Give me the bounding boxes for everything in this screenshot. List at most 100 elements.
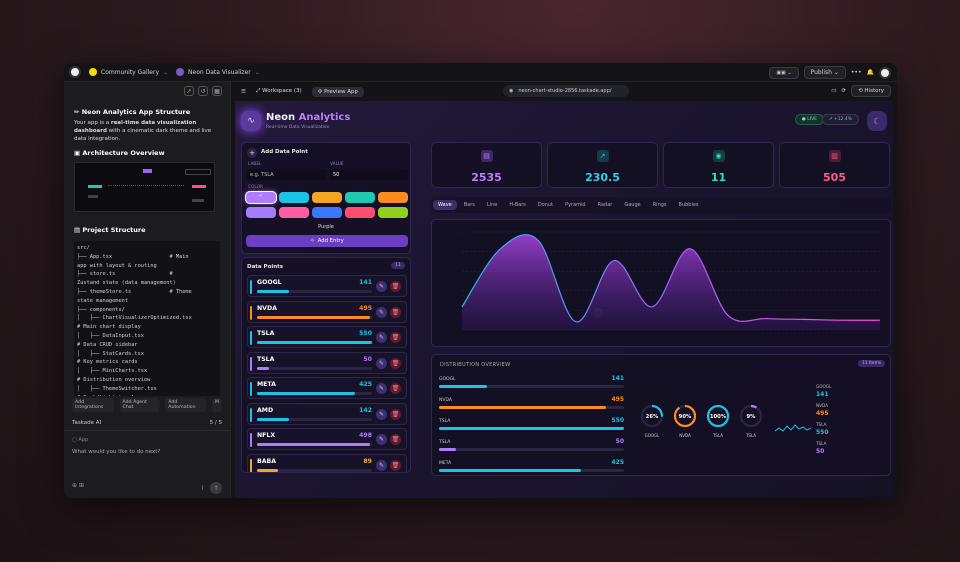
row-bar (257, 315, 372, 319)
chip-add-agent-chat[interactable]: Add Agent Chat (119, 398, 160, 412)
chart-tab[interactable]: Radar (597, 202, 613, 208)
chart-tab[interactable]: Pyramid (565, 202, 586, 208)
color-swatch[interactable] (378, 192, 408, 203)
chart-tab[interactable]: Rings (652, 202, 667, 208)
attach-icon[interactable]: ⊕ ⊞ (72, 482, 84, 489)
bar-chart-icon: ▥ (828, 150, 841, 162)
trash-icon[interactable]: 🗑 (390, 306, 401, 318)
layout-icon[interactable]: ▦ (212, 86, 222, 96)
send-button[interactable]: ↑ (210, 482, 222, 494)
history-button[interactable]: ⟲ History (851, 85, 891, 97)
bell-icon[interactable]: 🔔 (866, 69, 874, 76)
dist-value: 50 (615, 438, 624, 445)
more-icon[interactable]: ••• (850, 69, 862, 76)
architecture-heading: ▣ Architecture Overview (74, 149, 165, 157)
prompt-input[interactable]: What would you like to do next? (72, 449, 161, 455)
integrations-icon[interactable]: ▣▣ ⌄ (769, 66, 799, 79)
chart-tab[interactable]: Bars (463, 202, 475, 208)
share-icon[interactable]: ↗ (184, 86, 194, 96)
data-point-row: BABA 89 ✎ 🗑 (247, 453, 407, 472)
color-swatch[interactable] (378, 207, 408, 218)
intro-text: Your app is a real-time data visualizati… (74, 120, 212, 142)
color-swatch[interactable] (345, 192, 375, 203)
chart-tab[interactable]: Bubbles (678, 202, 699, 208)
edit-icon[interactable]: ✎ (376, 281, 387, 292)
gallery-selector[interactable]: Community Gallery ⌄ (89, 68, 168, 76)
main-chart (431, 219, 891, 347)
trash-icon[interactable]: 🗑 (390, 281, 401, 292)
user-avatar[interactable] (69, 66, 81, 78)
menu-icon[interactable]: ☰ (241, 88, 246, 95)
wave-area (462, 234, 880, 330)
clip-icon[interactable]: ⌇ (201, 484, 204, 492)
preview-pane: ☰ ⤢ Workspace (3) ✣ Preview App ◉ neon-ch… (231, 82, 897, 498)
edit-icon[interactable]: ✎ (376, 383, 387, 394)
row-bar (257, 392, 372, 395)
edit-icon[interactable]: ✎ (376, 459, 387, 471)
color-swatch[interactable] (312, 207, 342, 218)
color-swatch[interactable] (279, 207, 309, 218)
neon-app: ∿ Neon Analytics Real-time Data Visualiz… (235, 101, 893, 498)
row-accent (250, 331, 252, 345)
monitor-icon[interactable]: ▭ (831, 88, 837, 94)
history-icon[interactable]: ↺ (198, 86, 208, 96)
chart-tab[interactable]: Line (486, 202, 498, 208)
taskade-ai-label: Taskade AI (72, 420, 102, 426)
trash-icon[interactable]: 🗑 (390, 434, 401, 445)
color-swatch[interactable]: ✓ (246, 192, 276, 203)
chart-tab[interactable]: Gauge (624, 202, 641, 208)
moon-icon[interactable]: ☾ (867, 111, 887, 131)
chart-tab[interactable]: Wave (433, 200, 457, 210)
refresh-icon[interactable]: ⟳ (841, 88, 847, 94)
trash-icon[interactable]: 🗑 (390, 459, 401, 471)
architecture-thumbnail[interactable] (74, 162, 215, 212)
chip-add-automation[interactable]: Add Automation (165, 398, 206, 412)
chat-panel: ↗ ↺ ▦ ✏ Neon Analytics App Structure You… (64, 82, 231, 498)
color-swatch[interactable] (279, 192, 309, 203)
chart-tab[interactable]: Donut (537, 202, 554, 208)
url-bar[interactable]: ◉ neon-chart-studio-2856.taskade.app/ (503, 85, 629, 97)
legend-value: 550 (816, 429, 829, 436)
edit-icon[interactable]: ✎ (376, 306, 387, 318)
edit-icon[interactable]: ✎ (376, 408, 387, 420)
chip-more[interactable]: M (211, 398, 222, 412)
chip-add-integrations[interactable]: Add Integrations (72, 398, 114, 412)
pulse-icon: ∿ (241, 111, 261, 131)
svg-text:100%: 100% (710, 414, 727, 420)
chevron-down-icon: ⌄ (254, 68, 260, 76)
distribution-title: DISTRIBUTION OVERVIEW (440, 362, 511, 368)
legend-label: GOOGL (816, 384, 832, 389)
trash-icon[interactable]: 🗑 (390, 357, 401, 369)
data-point-row: GOOGL 141 ✎ 🗑 (247, 275, 407, 297)
stat-value: 230.5 (585, 171, 620, 184)
label-input[interactable]: e.g. TSLA (246, 169, 326, 180)
color-swatch[interactable] (312, 192, 342, 203)
app-context[interactable]: ▢ App (72, 437, 89, 443)
value-input[interactable]: 50 (329, 169, 408, 180)
row-label: NFLX (257, 432, 276, 439)
edit-icon[interactable]: ✎ (376, 332, 387, 343)
row-bar (257, 443, 372, 446)
color-swatch[interactable] (345, 207, 375, 218)
color-swatch[interactable] (246, 207, 276, 218)
distribution-row: NVDA 495 (439, 396, 624, 410)
svg-text:26%: 26% (646, 414, 659, 420)
edit-icon[interactable]: ✎ (376, 434, 387, 445)
live-badge: ● LIVE (794, 114, 824, 125)
data-point-row: TSLA 550 ✎ 🗑 (247, 326, 407, 348)
edit-icon[interactable]: ✎ (376, 357, 387, 369)
publish-button[interactable]: Publish ⌄ (803, 66, 846, 79)
tab-workspace[interactable]: ⤢ Workspace (3) (255, 88, 302, 94)
distribution-badge: 11 Items (858, 360, 885, 367)
project-selector[interactable]: Neon Data Visualizer ⌄ (176, 68, 260, 76)
tab-preview-app[interactable]: ✣ Preview App (311, 86, 364, 97)
chart-tab[interactable]: H-Bars (509, 202, 526, 208)
structure-heading: ✏ Neon Analytics App Structure (74, 108, 191, 116)
trash-icon[interactable]: 🗑 (390, 408, 401, 420)
trash-icon[interactable]: 🗑 (390, 332, 401, 343)
profile-avatar[interactable] (879, 66, 891, 79)
add-entry-button[interactable]: ✧ Add Entry (246, 235, 408, 247)
trash-icon[interactable]: 🗑 (390, 383, 401, 394)
stat-card: ▥ 505 (779, 142, 890, 188)
value-caption: VALUE (330, 162, 344, 167)
